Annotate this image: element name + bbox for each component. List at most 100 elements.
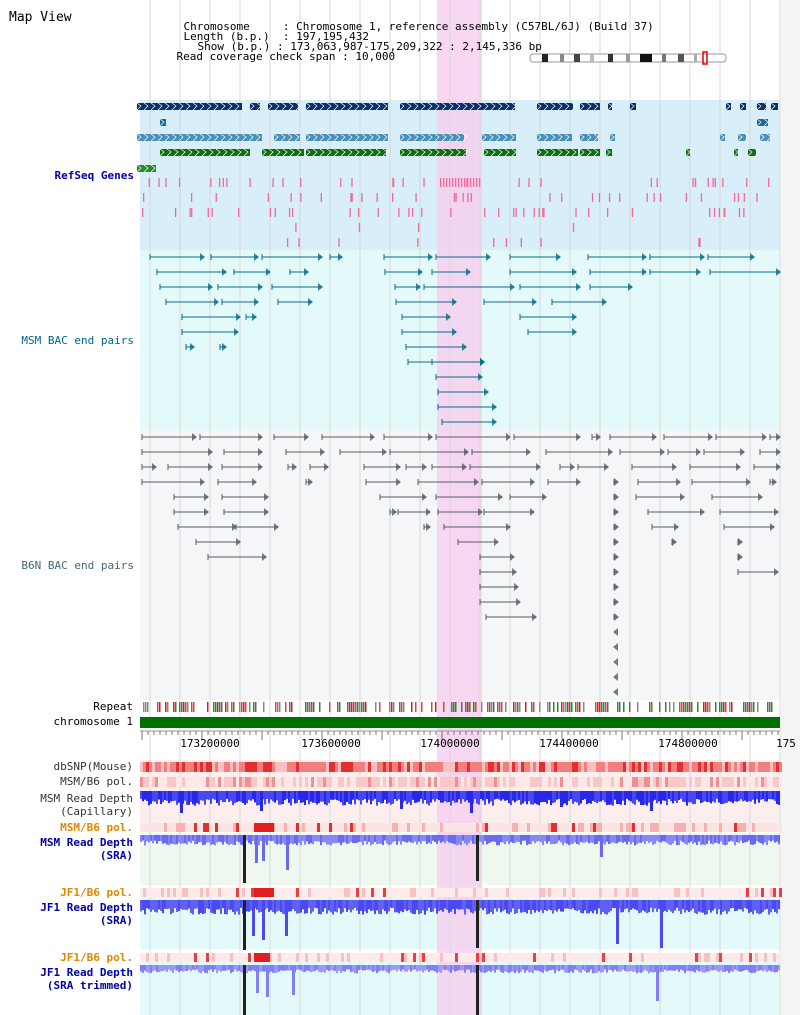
- heat-cell: [626, 777, 629, 787]
- gene-arrow: [249, 102, 255, 111]
- repeat-mark: [669, 702, 671, 712]
- depth-bar: [714, 965, 716, 971]
- depth-bar: [176, 900, 178, 912]
- heat-cell: [209, 777, 212, 787]
- bac-end-arrow: [614, 568, 619, 576]
- depth-bar: [426, 791, 428, 804]
- jf1-read-depth-trim-label-2: (SRA trimmed): [46, 979, 133, 992]
- heat-cell: [308, 823, 311, 832]
- depth-bar: [600, 791, 602, 802]
- gene-arrow: [719, 133, 725, 142]
- depth-bar: [388, 900, 390, 912]
- bac-end-arrow: [740, 448, 745, 456]
- repeat-mark: [751, 702, 753, 712]
- heat-cell: [278, 888, 281, 897]
- repeat-mark: [685, 702, 687, 712]
- bac-end-arrow: [614, 478, 619, 486]
- heat-cell: [596, 953, 599, 962]
- depth-bar: [184, 965, 186, 972]
- depth-bar: [206, 835, 208, 843]
- heat-cell: [221, 888, 224, 897]
- depth-bar: [450, 965, 452, 974]
- depth-bar: [188, 900, 190, 909]
- heat-cell: [515, 762, 518, 772]
- heat-cell: [767, 777, 770, 787]
- depth-bar: [472, 965, 474, 973]
- depth-spike: [286, 835, 289, 870]
- depth-bar: [372, 835, 374, 845]
- repeat-mark: [731, 702, 733, 712]
- refseq-tick: [269, 208, 272, 217]
- depth-bar: [310, 965, 312, 973]
- depth-bar: [692, 900, 694, 909]
- depth-bar: [146, 835, 148, 842]
- heat-cell: [224, 953, 227, 962]
- depth-bar: [390, 835, 392, 845]
- refseq-tick: [351, 178, 353, 187]
- repeat-mark: [393, 702, 395, 712]
- repeat-mark: [597, 702, 599, 712]
- depth-bar: [212, 900, 214, 914]
- heat-cell: [527, 777, 530, 787]
- repeat-mark: [651, 702, 653, 712]
- depth-bar: [162, 835, 164, 844]
- heat-cell: [695, 953, 698, 962]
- heat-cell: [509, 823, 512, 832]
- depth-bar: [446, 900, 448, 910]
- gene-arrow: [136, 164, 142, 173]
- depth-bar: [596, 900, 598, 915]
- bac-end-arrow: [613, 673, 618, 681]
- depth-bar: [170, 835, 172, 844]
- heat-hotspot: [254, 888, 274, 897]
- chromosome-ideogram[interactable]: [528, 51, 728, 65]
- depth-bar: [214, 900, 216, 914]
- depth-bar: [594, 791, 596, 802]
- heat-cell: [173, 888, 176, 897]
- bac-end-arrow: [452, 328, 457, 336]
- heat-cell: [650, 888, 653, 897]
- gene-arrow: [469, 102, 475, 111]
- heat-cell: [314, 762, 317, 772]
- depth-bar: [696, 965, 698, 971]
- heat-cell: [737, 953, 740, 962]
- depth-bar: [742, 965, 744, 971]
- depth-bar: [260, 900, 262, 912]
- heat-cell: [542, 762, 545, 772]
- heat-cell: [239, 888, 242, 897]
- heat-cell: [236, 762, 239, 772]
- depth-bar: [518, 835, 520, 843]
- heat-cell: [524, 953, 527, 962]
- heat-cell: [218, 953, 221, 962]
- gene-arrow: [340, 133, 346, 142]
- heat-cell: [422, 823, 425, 832]
- heat-cell: [461, 823, 464, 832]
- depth-bar: [380, 835, 382, 844]
- bac-end-arrow: [776, 463, 781, 471]
- gene-arrow: [629, 102, 635, 111]
- heat-cell: [587, 888, 590, 897]
- repeat-mark: [513, 702, 515, 712]
- depth-bar: [352, 900, 354, 910]
- depth-bar: [670, 965, 672, 971]
- heat-cell: [299, 953, 302, 962]
- depth-bar: [456, 835, 458, 846]
- heat-cell: [551, 777, 554, 787]
- depth-bar: [506, 900, 508, 914]
- depth-bar: [274, 791, 276, 803]
- heat-cell: [494, 953, 497, 962]
- heat-cell: [425, 777, 428, 787]
- heat-cell: [167, 777, 170, 787]
- refseq-tick: [207, 208, 209, 217]
- heat-cell: [368, 762, 371, 772]
- heat-cell: [629, 953, 632, 962]
- depth-bar: [666, 835, 668, 843]
- depth-bar: [574, 900, 576, 911]
- depth-bar: [332, 965, 334, 971]
- depth-bar: [526, 965, 528, 971]
- depth-bar: [504, 900, 506, 910]
- depth-bar: [376, 791, 378, 806]
- heat-cell: [152, 888, 155, 897]
- depth-bar: [324, 900, 326, 909]
- depth-bar: [470, 900, 472, 913]
